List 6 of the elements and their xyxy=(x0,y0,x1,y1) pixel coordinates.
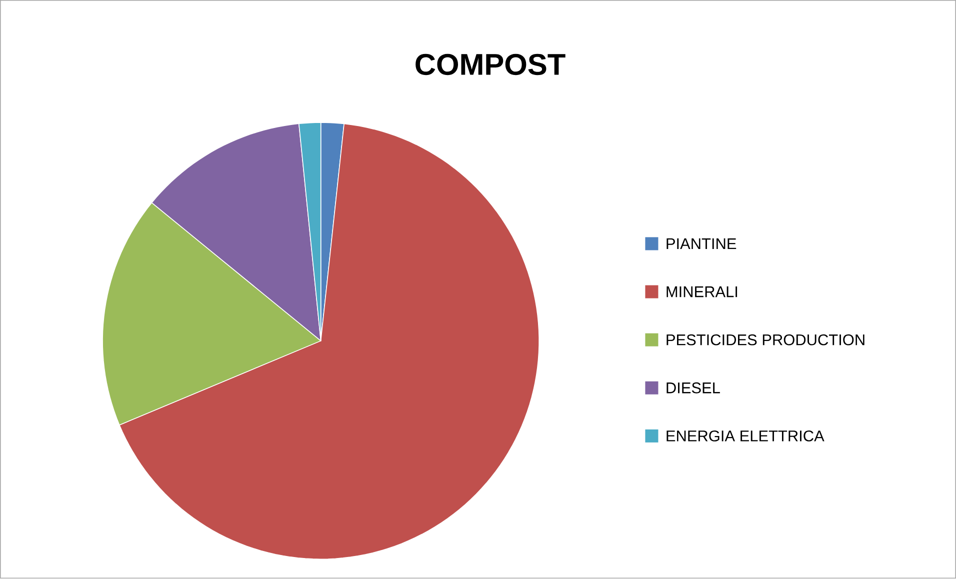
legend-label: ENERGIA ELETTRICA xyxy=(666,430,824,442)
chart-title: COMPOST xyxy=(416,54,566,76)
legend-label: PESTICIDES PRODUCTION xyxy=(666,334,864,346)
legend-label: PIANTINE xyxy=(666,238,736,250)
legend-label: MINERALI xyxy=(666,286,738,298)
legend-label: DIESEL xyxy=(666,382,720,394)
